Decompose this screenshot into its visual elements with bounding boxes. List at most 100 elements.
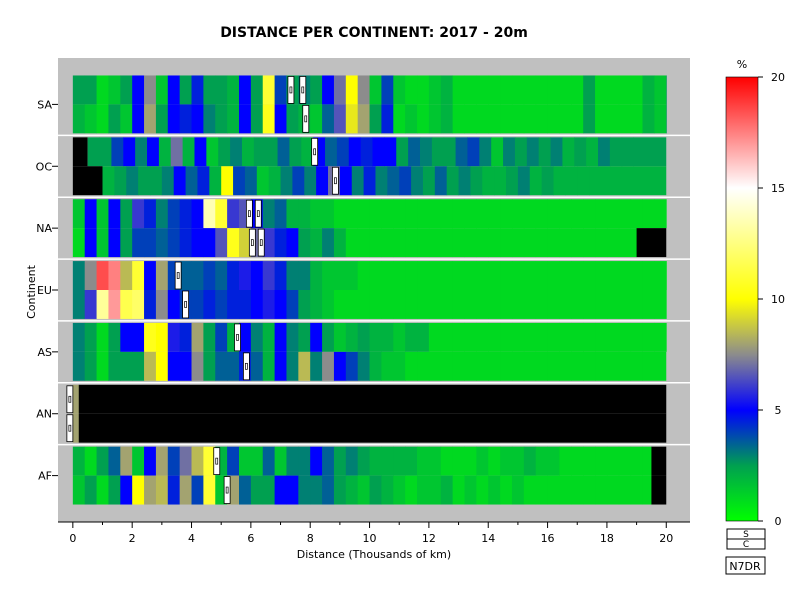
row-sa-2: [72, 104, 667, 134]
heat-cell: [606, 322, 620, 352]
heat-cell: [233, 166, 246, 196]
heat-cell: [571, 322, 584, 352]
heat-cell: [114, 166, 127, 196]
heat-cell: [179, 75, 192, 105]
heat-cell: [215, 75, 228, 105]
heat-cell: [203, 290, 216, 319]
heat-cell: [72, 290, 86, 319]
heat-cell: [550, 137, 563, 167]
stat-marker: [332, 166, 339, 195]
heat-cell: [191, 351, 204, 381]
heat-cell: [606, 351, 620, 381]
stat-marker: [245, 199, 253, 228]
heat-cell: [571, 290, 584, 319]
heat-cell: [405, 199, 418, 229]
stat-marker: [248, 228, 256, 257]
heat-cell: [120, 104, 133, 134]
heat-cell: [274, 290, 287, 319]
heat-cell: [286, 199, 299, 229]
heat-cell: [132, 351, 145, 381]
heat-cell: [541, 166, 554, 196]
heat-cell: [431, 137, 445, 167]
heat-cell: [476, 351, 489, 381]
stat-marker: [243, 352, 250, 381]
heat-cell: [262, 322, 276, 352]
heat-cell: [583, 75, 596, 105]
heat-cell: [476, 322, 489, 352]
heat-cell: [500, 290, 513, 319]
heat-cell: [369, 228, 382, 258]
heat-cell: [84, 475, 97, 505]
heat-cell: [147, 137, 160, 167]
heat-cell: [215, 351, 228, 381]
stat-marker-core: [304, 115, 308, 123]
heat-cell: [500, 475, 513, 505]
heat-cell: [523, 351, 537, 381]
heat-cell: [227, 351, 240, 381]
x-tick-label: 0: [69, 532, 76, 545]
heat-cell: [123, 137, 136, 167]
heat-cell: [274, 199, 287, 229]
heat-cell: [428, 351, 442, 381]
heat-cell: [262, 475, 276, 505]
heat-cell: [535, 351, 548, 381]
heat-cell: [464, 75, 477, 105]
heat-cell: [488, 446, 501, 476]
heat-cell: [203, 475, 216, 505]
heat-cell: [411, 166, 424, 196]
heat-cell: [250, 446, 264, 476]
row-af-1: [72, 446, 667, 476]
heat-cell: [84, 75, 97, 105]
heat-cell: [262, 104, 276, 134]
y-axis-label: Continent: [25, 264, 38, 318]
heat-cell: [464, 322, 477, 352]
heat-cell: [108, 261, 121, 290]
heat-cell: [526, 137, 540, 167]
x-axis: 0 2 4 6 8 10 12 14 16 18 20: [58, 521, 690, 545]
heat-cell: [369, 261, 382, 290]
heat-cell: [595, 75, 608, 105]
heat-cell: [120, 228, 133, 258]
heat-cell: [238, 261, 252, 290]
heat-cell: [158, 137, 172, 167]
heat-cell: [238, 104, 252, 134]
heat-cell: [452, 104, 465, 134]
heat-cell: [84, 351, 97, 381]
heat-cell: [511, 75, 525, 105]
heat-cell: [144, 446, 157, 476]
heat-cell: [595, 446, 608, 476]
heat-cell: [642, 75, 655, 105]
heat-cell: [155, 290, 169, 319]
heat-cell: [179, 104, 192, 134]
heat-cell: [215, 104, 228, 134]
heat-cell: [559, 322, 572, 352]
heat-cell: [381, 228, 394, 258]
heat-cell: [357, 351, 370, 381]
heat-cell: [511, 351, 525, 381]
heat-cell: [523, 322, 537, 352]
heat-cell: [547, 75, 560, 105]
heat-cell: [405, 261, 418, 290]
heat-cell: [393, 104, 406, 134]
heat-cell: [491, 137, 504, 167]
heat-cell: [434, 166, 448, 196]
heat-cell: [503, 137, 516, 167]
heat-cell: [298, 290, 311, 319]
heat-cell: [654, 290, 667, 319]
heat-cell: [452, 290, 465, 319]
heat-cell: [345, 261, 359, 290]
row-sa-1: [72, 75, 667, 105]
stat-marker-core: [68, 395, 72, 403]
heat-cell: [464, 475, 477, 505]
heat-cell: [132, 446, 145, 476]
heat-cell: [511, 199, 525, 229]
heat-cell: [244, 166, 258, 196]
heat-cell: [132, 261, 145, 290]
heat-cell: [135, 137, 148, 167]
heat-cell: [535, 199, 548, 229]
heat-cell: [440, 290, 454, 319]
heat-cell: [304, 166, 317, 196]
heat-cell: [559, 351, 572, 381]
heat-cell: [108, 104, 121, 134]
heat-cell: [440, 261, 454, 290]
